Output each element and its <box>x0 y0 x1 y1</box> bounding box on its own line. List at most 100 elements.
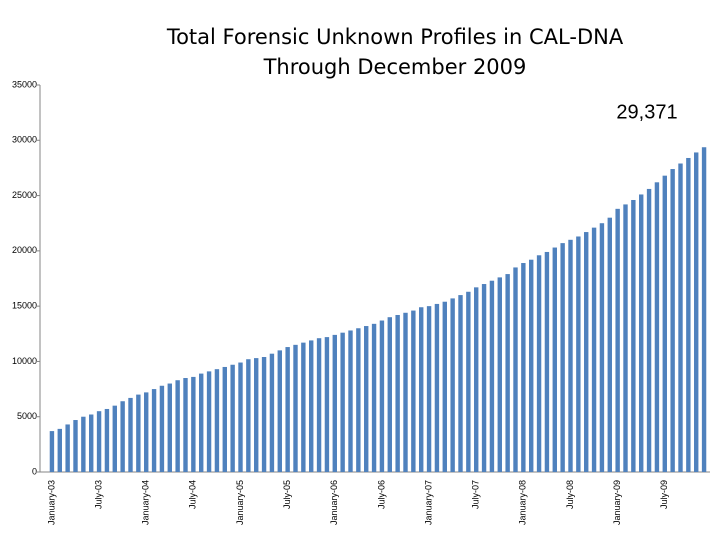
bar <box>206 371 212 472</box>
bar <box>324 337 330 472</box>
bar <box>670 169 675 472</box>
bar <box>175 380 180 472</box>
bar <box>128 397 133 472</box>
bar <box>65 424 70 472</box>
y-tick-label: 15000 <box>12 301 37 311</box>
bar <box>371 323 377 472</box>
bar <box>474 287 479 472</box>
y-tick-label: 30000 <box>12 135 37 145</box>
x-tick-label: July-08 <box>565 480 575 509</box>
x-tick-label: July-03 <box>93 480 103 509</box>
bar <box>458 295 463 472</box>
bar <box>466 291 471 472</box>
y-tick-label: 5000 <box>17 411 37 421</box>
bar <box>230 364 235 472</box>
bar <box>631 199 636 472</box>
bar <box>238 362 243 472</box>
bar <box>701 147 707 472</box>
x-tick-label: January-03 <box>46 480 56 525</box>
y-tick-label: 35000 <box>12 79 37 89</box>
bar <box>639 194 644 473</box>
x-tick-label: July-06 <box>376 480 386 509</box>
bar <box>450 298 455 472</box>
bar <box>544 251 550 472</box>
bar <box>387 317 392 472</box>
bar <box>678 163 683 472</box>
x-tick-label: January-06 <box>329 480 339 525</box>
bar <box>364 326 369 472</box>
bar <box>623 204 628 472</box>
bar <box>552 247 557 472</box>
y-tick-label: 10000 <box>12 356 37 366</box>
x-tick-label: January-09 <box>612 480 622 525</box>
bar <box>214 369 220 472</box>
x-tick-label: July-07 <box>471 480 481 509</box>
bar <box>340 332 345 472</box>
bar <box>521 263 526 472</box>
chart-title: Total Forensic Unknown Profiles in CAL-D… <box>166 25 624 49</box>
bar <box>419 307 424 472</box>
bar <box>144 392 149 472</box>
bar <box>607 217 612 472</box>
bar <box>497 277 502 472</box>
bar <box>81 416 86 472</box>
x-tick-label: July-05 <box>282 480 292 509</box>
bar <box>73 420 78 472</box>
chart-subtitle: Through December 2009 <box>263 55 527 79</box>
x-tick-label: January-05 <box>235 480 245 525</box>
bar <box>379 320 385 472</box>
bar <box>505 274 510 472</box>
bar <box>301 342 306 472</box>
bar <box>599 223 605 472</box>
bar <box>246 359 251 472</box>
y-tick-label: 20000 <box>12 245 37 255</box>
annotation: 29,371 <box>616 101 677 123</box>
bar <box>662 175 667 472</box>
bar <box>442 301 447 472</box>
bar <box>183 378 188 472</box>
bar <box>199 373 204 472</box>
bar <box>694 152 699 472</box>
bar <box>167 383 172 472</box>
x-tick-label: July-09 <box>659 480 669 509</box>
bar <box>426 306 432 472</box>
bar <box>489 280 495 472</box>
x-tick-label: January-04 <box>141 480 151 525</box>
bar <box>151 389 157 472</box>
bar <box>348 330 353 472</box>
bar <box>411 310 416 472</box>
bar <box>89 414 94 472</box>
bar <box>104 408 110 472</box>
bar <box>403 312 408 472</box>
bar <box>513 267 518 472</box>
bar <box>536 255 542 472</box>
bar <box>293 344 298 472</box>
bar <box>269 353 275 472</box>
bar <box>584 232 589 472</box>
y-tick-label: 25000 <box>12 190 37 200</box>
bar <box>285 347 290 472</box>
bar <box>654 182 660 472</box>
bar <box>57 428 62 472</box>
bar <box>356 328 361 472</box>
bar <box>568 239 573 472</box>
bar <box>96 411 102 472</box>
bar <box>686 157 691 472</box>
bar <box>277 350 282 472</box>
bar <box>191 376 196 472</box>
bar <box>159 385 165 472</box>
bar <box>646 188 652 473</box>
bar <box>332 334 337 472</box>
bar <box>254 358 259 472</box>
bar <box>49 431 55 472</box>
bar <box>120 401 125 472</box>
x-tick-label: July-04 <box>188 480 198 509</box>
bar <box>434 303 440 472</box>
bar <box>560 243 565 472</box>
bar <box>309 340 314 472</box>
bar <box>615 208 620 472</box>
bar <box>481 284 487 472</box>
bar <box>261 357 267 472</box>
x-tick-label: January-08 <box>518 480 528 525</box>
